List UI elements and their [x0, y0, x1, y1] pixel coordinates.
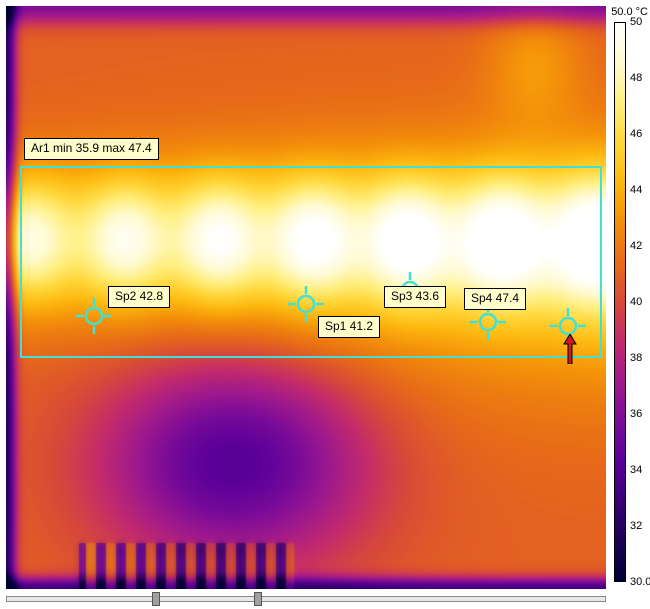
spot-label-Sp1: Sp1 41.2 — [318, 316, 380, 338]
colorbar-tick-44: 44 — [630, 184, 642, 196]
colorbar: 50.0 °C 30.0 50484644424038363432 — [612, 6, 648, 589]
spot-label-Sp4: Sp4 47.4 — [464, 288, 526, 310]
spot-label-Sp3: Sp3 43.6 — [384, 286, 446, 308]
range-slider-handle-high[interactable] — [254, 592, 262, 606]
range-slider[interactable] — [6, 592, 606, 606]
spot-marker-Sp2[interactable] — [76, 298, 112, 334]
colorbar-gradient — [614, 22, 626, 582]
range-slider-track — [6, 596, 606, 602]
colorbar-tick-40: 40 — [630, 296, 642, 308]
colorbar-tick-32: 32 — [630, 520, 642, 532]
colorbar-tick-42: 42 — [630, 240, 642, 252]
colorbar-tick-48: 48 — [630, 72, 642, 84]
colorbar-tick-34: 34 — [630, 464, 642, 476]
range-slider-handle-low[interactable] — [152, 592, 160, 606]
area-Ar1-label: Ar1 min 35.9 max 47.4 — [24, 138, 159, 160]
colorbar-tick-46: 46 — [630, 128, 642, 140]
spot-label-Sp2: Sp2 42.8 — [108, 286, 170, 308]
hotspot-arrow-icon — [561, 334, 579, 364]
colorbar-tick-50: 50 — [630, 16, 642, 28]
colorbar-min-label: 30.0 — [630, 576, 650, 588]
thermal-image-viewport: Ar1 min 35.9 max 47.4 Sp2 42.8Sp1 41.2Sp… — [6, 6, 606, 589]
colorbar-tick-36: 36 — [630, 408, 642, 420]
colorbar-tick-38: 38 — [630, 352, 642, 364]
